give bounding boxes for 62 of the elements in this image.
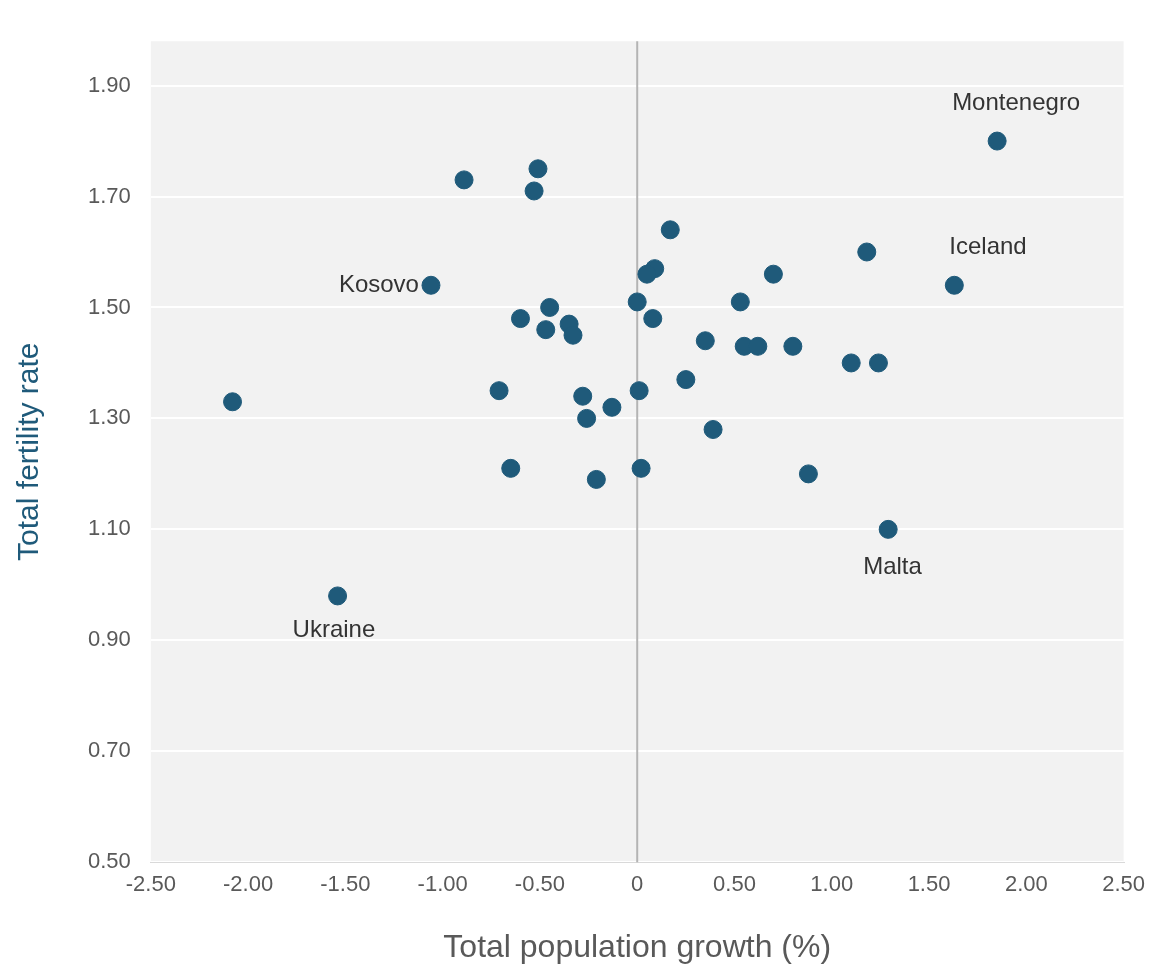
point bbox=[643, 309, 663, 329]
point bbox=[703, 420, 723, 440]
annotation: Kosovo bbox=[338, 269, 419, 297]
y-tick-label: 0.70 bbox=[87, 737, 131, 763]
y-tick-label: 1.10 bbox=[87, 515, 131, 541]
point bbox=[454, 170, 474, 190]
x-tick-label: 2.50 bbox=[1102, 871, 1145, 897]
point bbox=[637, 264, 657, 284]
annotation: Malta bbox=[863, 551, 923, 579]
annotation: Ukraine bbox=[292, 614, 376, 642]
point bbox=[783, 336, 803, 356]
annotation: Montenegro bbox=[952, 87, 1081, 115]
point bbox=[841, 353, 861, 373]
point bbox=[489, 381, 509, 401]
point bbox=[501, 458, 521, 478]
x-tick-label: -0.50 bbox=[514, 871, 566, 897]
y-tick-label: 1.90 bbox=[87, 71, 131, 97]
point bbox=[223, 392, 243, 412]
y-tick-label: 0.90 bbox=[87, 626, 131, 652]
point bbox=[528, 159, 548, 179]
point bbox=[763, 264, 783, 284]
point bbox=[730, 292, 750, 312]
point bbox=[540, 297, 560, 317]
point bbox=[629, 381, 649, 401]
point bbox=[695, 331, 715, 351]
x-tick-label: -1.00 bbox=[417, 871, 468, 897]
y-tick-label: 0.50 bbox=[87, 848, 131, 874]
point bbox=[602, 397, 622, 417]
point bbox=[573, 386, 593, 406]
point bbox=[798, 464, 818, 484]
point bbox=[660, 220, 680, 240]
annotation: Iceland bbox=[949, 231, 1027, 259]
x-tick-label: -1.50 bbox=[320, 871, 371, 897]
point bbox=[510, 309, 530, 329]
point bbox=[524, 181, 544, 201]
point bbox=[631, 458, 651, 478]
y-tick-label: 1.50 bbox=[87, 293, 131, 319]
x-tick-label: 1.00 bbox=[810, 871, 854, 897]
point bbox=[563, 325, 583, 345]
x-tick-label: -2.00 bbox=[223, 871, 274, 897]
point bbox=[944, 275, 964, 295]
point bbox=[676, 370, 696, 390]
y-tick-label: 1.30 bbox=[87, 404, 131, 430]
point bbox=[857, 242, 877, 262]
x-tick-label: -2.50 bbox=[125, 871, 176, 897]
x-tick-label: 0.50 bbox=[713, 871, 756, 897]
x-axis-title: Total population growth (%) bbox=[443, 927, 832, 964]
y-axis-title: Total fertility rate bbox=[11, 342, 45, 561]
point bbox=[328, 586, 348, 606]
point bbox=[627, 292, 647, 312]
point bbox=[748, 336, 768, 356]
x-tick-label: 0 bbox=[631, 871, 644, 897]
x-tick-label: 2.00 bbox=[1004, 871, 1048, 897]
point bbox=[421, 275, 441, 295]
x-tick-label: 1.50 bbox=[907, 871, 951, 897]
point bbox=[577, 408, 597, 428]
point bbox=[586, 469, 606, 489]
y-tick-label: 1.70 bbox=[87, 182, 131, 208]
point bbox=[868, 353, 888, 373]
point bbox=[536, 320, 556, 340]
point bbox=[987, 131, 1007, 151]
point bbox=[878, 519, 898, 539]
